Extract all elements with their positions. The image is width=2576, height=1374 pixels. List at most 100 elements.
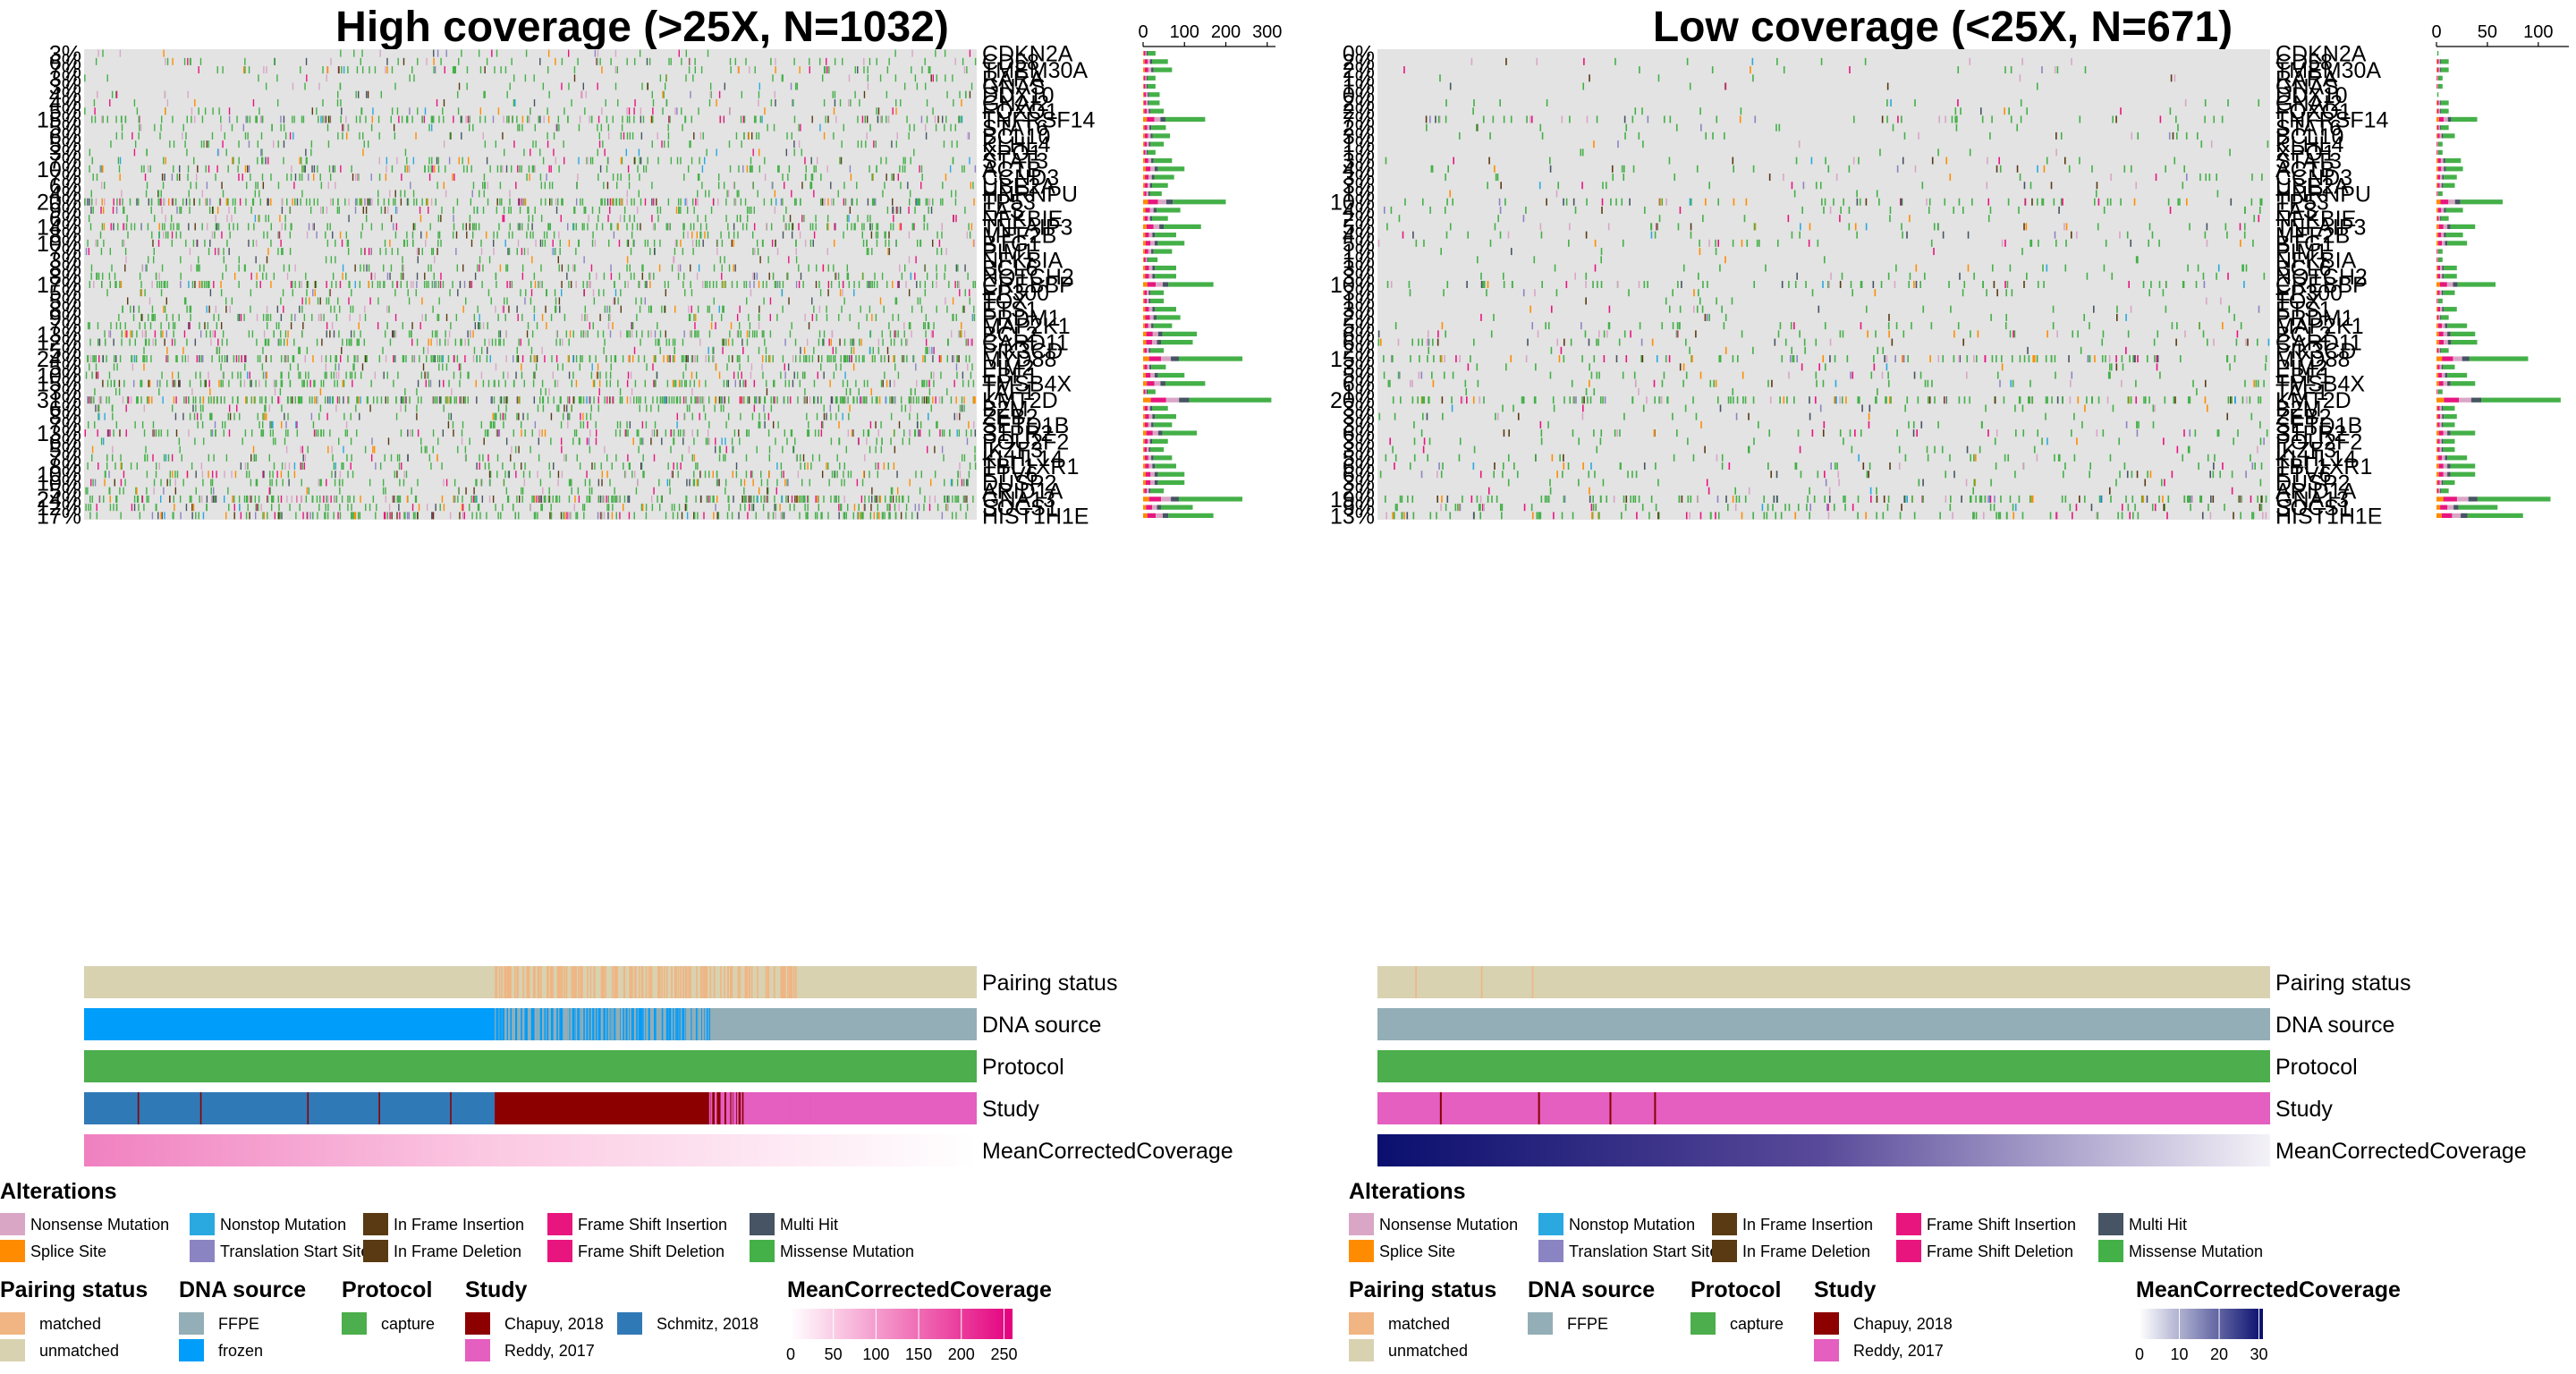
mutation-tick (173, 165, 174, 173)
mutation-tick (690, 90, 691, 98)
mutation-tick (871, 174, 873, 182)
mutation-tick (753, 223, 756, 231)
mutation-tick (160, 289, 163, 297)
mutation-tick (818, 57, 821, 65)
mutation-tick (761, 355, 764, 363)
mutation-tick (712, 280, 715, 289)
mutation-tick (653, 198, 655, 206)
mutation-tick (398, 115, 400, 123)
mutation-tick (91, 445, 94, 454)
mutation-tick (830, 338, 833, 346)
mutation-tick (597, 115, 600, 123)
mutation-tick (348, 338, 350, 346)
mutation-tick (718, 479, 720, 487)
mutation-tick (862, 429, 865, 437)
mutation-tick (758, 396, 760, 404)
mutation-tick (940, 355, 942, 363)
mutation-tick (607, 239, 610, 247)
heatmap-row-pim2 (89, 363, 973, 371)
mutation-tick (879, 495, 882, 503)
mutation-tick (588, 396, 589, 404)
mutation-tick (467, 371, 469, 379)
mutation-tick (950, 396, 953, 404)
mutation-tick (877, 471, 879, 479)
mutation-tick (323, 495, 325, 503)
mutation-tick (539, 239, 542, 247)
mutation-tick (186, 305, 188, 313)
mutation-tick (970, 82, 973, 90)
mutation-tick (541, 280, 543, 289)
mutation-tick (185, 396, 187, 404)
mutation-tick (866, 437, 868, 445)
mutation-tick (349, 280, 351, 289)
mutation-tick (320, 429, 322, 437)
mutation-tick (770, 98, 773, 106)
mutation-tick (685, 379, 688, 387)
heatmap-row-dusp2 (90, 479, 969, 487)
mutation-tick (339, 231, 342, 239)
mutation-tick (265, 355, 267, 363)
mutation-tick (795, 198, 797, 206)
mutation-tick (398, 454, 401, 462)
mutation-tick (735, 462, 738, 471)
mutation-tick (197, 264, 199, 272)
mutation-tick (572, 437, 574, 445)
mutation-tick (221, 231, 223, 239)
mutation-tick (220, 379, 222, 387)
mutation-tick (95, 355, 97, 363)
mutation-tick (742, 346, 744, 354)
mutation-tick (540, 264, 542, 272)
mutation-tick (216, 148, 219, 157)
mutation-tick (580, 330, 582, 338)
mutation-tick (200, 140, 203, 148)
mutation-tick (667, 223, 670, 231)
mutation-tick (683, 272, 685, 280)
mutation-tick (732, 445, 733, 454)
mutation-tick (965, 338, 967, 346)
mutation-tick (917, 297, 919, 305)
mutation-tick (91, 157, 93, 165)
mutation-tick (133, 98, 136, 106)
mutation-tick (167, 231, 169, 239)
mutation-tick (409, 107, 411, 115)
mutation-tick (465, 487, 467, 495)
mutation-tick (152, 454, 154, 462)
mutation-tick (386, 371, 388, 379)
mutation-tick (644, 239, 647, 247)
mutation-tick (639, 157, 640, 165)
mutation-tick (657, 404, 659, 412)
mutation-tick (713, 355, 715, 363)
mutation-tick (739, 215, 741, 223)
mutation-tick (882, 338, 884, 346)
mutation-tick (296, 495, 299, 503)
mutation-tick (954, 495, 956, 503)
mutation-tick (243, 264, 246, 272)
mutation-tick (936, 74, 938, 82)
mutation-tick (498, 223, 500, 231)
mutation-tick (849, 206, 852, 214)
mutation-tick (811, 174, 814, 182)
mutation-tick (470, 495, 472, 503)
mutation-tick (737, 66, 739, 74)
mutation-tick (906, 355, 908, 363)
mutation-tick (573, 66, 576, 74)
mutation-tick (330, 371, 333, 379)
mutation-tick (361, 223, 364, 231)
mutation-tick (652, 396, 654, 404)
mutation-tick (299, 305, 301, 313)
mutation-tick (970, 182, 972, 190)
mutation-tick (283, 305, 284, 313)
mutation-tick (311, 223, 314, 231)
mutation-tick (255, 182, 257, 190)
mutation-tick (457, 445, 459, 454)
mutation-tick (502, 412, 504, 420)
mutation-tick (916, 379, 918, 387)
mutation-tick (813, 305, 815, 313)
mutation-tick (584, 107, 586, 115)
mutation-tick (599, 165, 602, 173)
mutation-tick (539, 57, 541, 65)
mutation-tick (739, 396, 741, 404)
mutation-tick (811, 297, 813, 305)
mutation-tick (759, 115, 762, 123)
mutation-tick (106, 462, 108, 471)
